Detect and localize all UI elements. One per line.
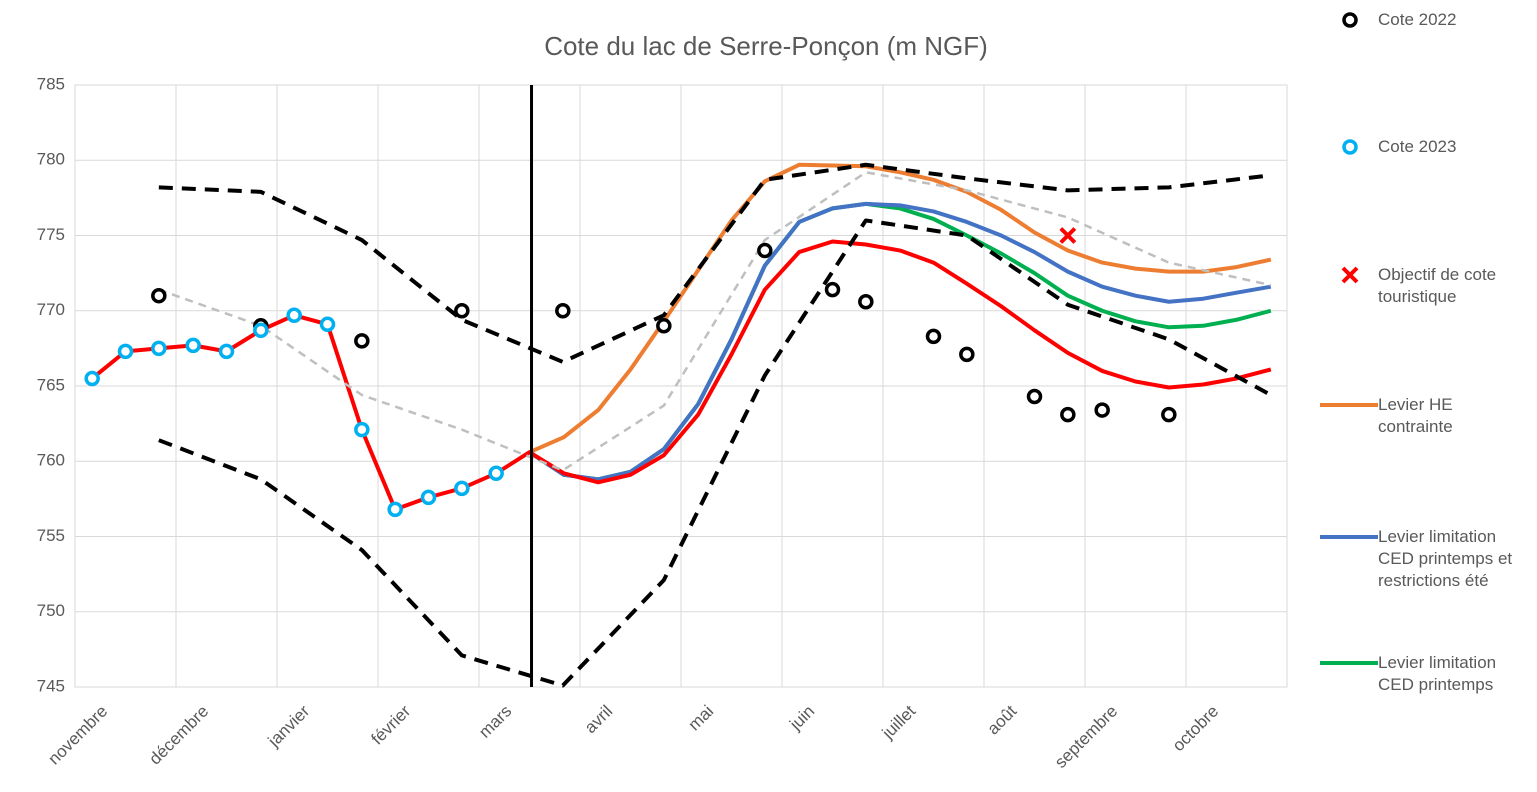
legend-marker	[1342, 12, 1358, 28]
data-point	[1026, 388, 1043, 405]
y-tick-label: 770	[37, 300, 65, 319]
x-tick-label: mars	[475, 702, 515, 742]
y-tick-label: 765	[37, 375, 65, 394]
y-tick-label: 760	[37, 451, 65, 470]
x-tick-label: juillet	[878, 701, 920, 743]
legend-label: Levier limitation CED printemps	[1378, 653, 1497, 694]
data-point	[354, 421, 370, 438]
data-point	[555, 303, 571, 319]
data-point	[454, 480, 470, 497]
series-line	[158, 218, 1272, 688]
data-point	[757, 242, 773, 259]
data-point	[488, 465, 504, 482]
x-tick-label: septembre	[1051, 702, 1121, 772]
x-tick-label: avril	[581, 702, 616, 737]
x-tick-label: octobre	[1169, 702, 1223, 756]
y-tick-label: 780	[37, 150, 65, 169]
legend-label: Cote 2023	[1378, 137, 1457, 156]
legend-label: Objectif de cote touristique	[1378, 265, 1497, 306]
y-tick-label: 755	[37, 526, 65, 545]
data-point	[1060, 406, 1076, 423]
data-point	[151, 340, 167, 357]
x-tick-label: novembre	[44, 702, 111, 769]
y-tick-label: 775	[37, 225, 65, 244]
data-point	[185, 337, 201, 354]
data-point	[420, 489, 437, 506]
chart-title: Cote du lac de Serre-Ponçon (m NGF)	[544, 31, 988, 61]
data-point	[1059, 227, 1077, 244]
data-point	[858, 293, 874, 310]
x-tick-label: août	[983, 701, 1020, 738]
data-point	[925, 328, 942, 345]
legend-label: Cote 2022	[1378, 10, 1457, 29]
legend-label: Levier HE contrainte	[1378, 395, 1453, 436]
y-tick-label: 745	[37, 676, 65, 695]
x-tick-label: mai	[684, 702, 717, 735]
data-point	[656, 318, 672, 334]
data-point	[354, 333, 370, 349]
y-tick-label: 750	[37, 601, 65, 620]
data-point	[824, 281, 841, 298]
legend-marker	[1341, 266, 1359, 284]
data-point	[117, 343, 134, 360]
data-point	[319, 316, 336, 333]
y-tick-label: 785	[37, 74, 65, 93]
x-tick-label: décembre	[145, 702, 212, 769]
data-point	[218, 343, 235, 360]
data-point	[959, 346, 975, 363]
series-line	[158, 162, 1272, 364]
data-point	[151, 287, 167, 304]
data-point	[84, 370, 100, 387]
data-point	[253, 322, 269, 339]
series-line	[528, 201, 1272, 482]
legend-label: Levier limitation CED printemps et restr…	[1378, 527, 1513, 590]
data-point	[387, 501, 403, 518]
data-point	[1161, 406, 1177, 423]
x-tick-label: juin	[785, 702, 818, 735]
series-line	[158, 171, 1272, 472]
series-line	[528, 201, 1272, 482]
series-line	[528, 162, 1272, 455]
data-point	[286, 307, 302, 324]
x-tick-label: février	[367, 701, 414, 748]
x-tick-label: janvier	[264, 701, 314, 751]
data-point	[1094, 402, 1110, 418]
data-point	[454, 303, 470, 319]
legend-marker	[1342, 139, 1358, 155]
